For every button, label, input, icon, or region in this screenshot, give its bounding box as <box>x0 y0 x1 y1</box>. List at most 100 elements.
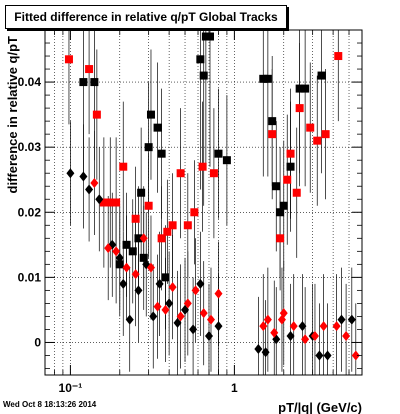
data-point-square <box>334 52 343 61</box>
data-point-diamond <box>286 330 295 341</box>
data-point-diamond <box>289 321 298 332</box>
data-point-diamond <box>183 298 192 309</box>
data-point-square <box>112 198 121 207</box>
data-point-diamond <box>263 314 272 325</box>
data-point-square <box>161 273 170 282</box>
data-point-square <box>139 253 148 262</box>
data-point-square <box>79 78 88 87</box>
data-point-diamond <box>351 350 360 361</box>
y-tick-label: 0.04 <box>18 75 42 89</box>
data-point-square <box>196 55 205 64</box>
data-point-square <box>153 123 162 132</box>
data-point-square <box>134 234 143 243</box>
y-axis-label: difference in relative q/pT <box>5 36 20 194</box>
data-point-square <box>295 84 304 93</box>
data-point-diamond <box>191 285 200 296</box>
data-point-square <box>317 71 326 80</box>
data-point-diamond <box>214 288 223 299</box>
data-point-square <box>286 149 295 158</box>
data-point-square <box>99 198 108 207</box>
data-point-diamond <box>261 347 270 358</box>
data-point-square <box>90 78 99 87</box>
y-tick-label: 0.02 <box>18 205 42 219</box>
data-point-square <box>306 123 315 132</box>
data-point-square <box>279 201 288 210</box>
data-point-diamond <box>115 252 124 263</box>
data-point-diamond <box>122 262 131 273</box>
data-point-square <box>64 55 73 64</box>
data-point-diamond <box>125 314 134 325</box>
data-point-square <box>128 247 137 256</box>
data-point-square <box>268 117 277 126</box>
data-point-diamond <box>315 350 324 361</box>
data-point-diamond <box>139 233 148 244</box>
y-tick-label: 0.01 <box>18 270 42 284</box>
data-point-diamond <box>189 324 198 335</box>
data-point-square <box>313 136 322 145</box>
data-point-diamond <box>259 321 268 332</box>
data-point-square <box>163 227 172 236</box>
data-point-diamond <box>155 278 164 289</box>
data-point-diamond <box>112 246 121 257</box>
data-point-diamond <box>337 314 346 325</box>
data-point-diamond <box>134 285 143 296</box>
data-point-diamond <box>66 168 75 179</box>
data-point-diamond <box>332 321 341 332</box>
data-point-diamond <box>206 314 215 325</box>
data-point-diamond <box>199 308 208 319</box>
data-point-square <box>214 149 223 158</box>
data-point-diamond <box>342 330 351 341</box>
data-point-square <box>119 162 128 171</box>
title-box: Fitted difference in relative q/pT Globa… <box>5 5 287 29</box>
data-point-square <box>276 208 285 217</box>
data-point-diamond <box>214 321 223 332</box>
data-point-diamond <box>149 311 158 322</box>
data-point-diamond <box>323 350 332 361</box>
data-point-square <box>295 104 304 113</box>
data-point-square <box>144 201 153 210</box>
data-point-square <box>272 182 281 191</box>
data-point-square <box>222 156 231 165</box>
data-point-square <box>157 149 166 158</box>
data-point-square <box>259 74 268 83</box>
data-point-square <box>286 162 295 171</box>
data-point-diamond <box>196 278 205 289</box>
y-tick-label: 0 <box>34 335 41 349</box>
data-point-diamond <box>90 177 99 188</box>
data-point-diamond <box>131 269 140 280</box>
data-point-square <box>157 234 166 243</box>
data-point-square <box>283 175 292 184</box>
data-point-square <box>199 71 208 80</box>
data-point-diamond <box>146 262 155 273</box>
x-tick-label: 10⁻¹ <box>59 381 83 395</box>
data-point-square <box>176 169 185 178</box>
data-point-diamond <box>298 321 307 332</box>
data-point-square <box>183 221 192 230</box>
chart-title: Fitted difference in relative q/pT Globa… <box>14 10 278 24</box>
data-point-diamond <box>161 304 170 315</box>
data-point-diamond <box>270 327 279 338</box>
data-point-square <box>106 198 115 207</box>
data-point-square <box>144 143 153 152</box>
data-point-diamond <box>173 317 182 328</box>
data-point-square <box>92 110 101 119</box>
data-point-square <box>263 74 272 83</box>
data-point-square <box>115 260 124 269</box>
data-point-square <box>137 188 146 197</box>
footer-timestamp: Wed Oct 8 18:13:26 2014 <box>3 400 97 409</box>
data-point-square <box>276 234 285 243</box>
data-point-diamond <box>165 298 174 309</box>
data-point-diamond <box>347 314 356 325</box>
data-point-diamond <box>254 343 263 354</box>
data-point-square <box>198 162 207 171</box>
data-point-diamond <box>153 301 162 312</box>
data-point-square <box>201 32 210 41</box>
data-point-square <box>301 84 310 93</box>
data-point-diamond <box>85 184 94 195</box>
plot-frame <box>44 29 363 376</box>
data-point-diamond <box>204 330 213 341</box>
data-point-diamond <box>176 311 185 322</box>
y-tick-label: 0.03 <box>18 140 42 154</box>
